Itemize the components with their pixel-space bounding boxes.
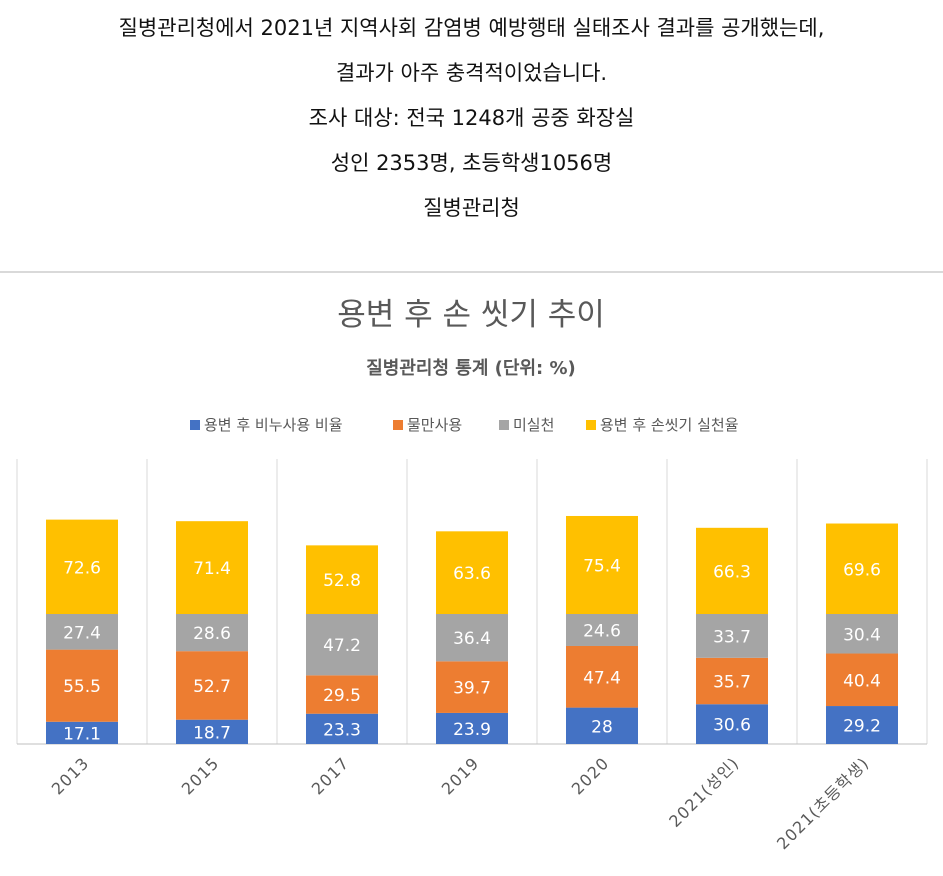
bar-segment xyxy=(696,614,768,658)
data-label: 47.4 xyxy=(583,668,621,688)
legend-label-0: 용변 후 비누사용 비율 xyxy=(204,416,343,434)
bar-segment xyxy=(566,614,638,646)
data-label: 69.6 xyxy=(843,560,881,580)
data-label: 23.9 xyxy=(453,720,491,740)
bar-segment xyxy=(696,527,768,614)
bar-segment xyxy=(306,545,378,614)
bar-segment xyxy=(176,521,248,614)
bar-segment xyxy=(696,704,768,744)
x-tick-label: 2021(성인) xyxy=(665,753,743,831)
stacked-bar-chart: 용변 후 손 씻기 추이 질병관리청 통계 (단위: %) 용변 후 비누사용 … xyxy=(16,297,928,853)
data-label: 33.7 xyxy=(713,627,751,647)
data-label: 18.7 xyxy=(193,723,231,743)
data-label: 71.4 xyxy=(193,559,231,579)
bar-segment xyxy=(696,657,768,705)
data-label: 28.6 xyxy=(193,624,231,644)
bar-segment xyxy=(566,645,638,708)
intro-text: 질병관리청에서 2021년 지역사회 감염병 예방행태 실태조사 결과를 공개했… xyxy=(0,0,943,231)
data-label: 63.6 xyxy=(453,564,491,584)
data-label: 36.4 xyxy=(453,629,491,649)
data-label: 40.4 xyxy=(843,671,881,691)
legend-swatch-2 xyxy=(499,420,509,430)
bar-segment xyxy=(436,531,508,614)
data-label: 30.6 xyxy=(713,716,751,736)
legend-swatch-3 xyxy=(586,420,596,430)
bar-segment xyxy=(826,706,898,744)
bar-segment xyxy=(306,675,378,714)
data-label: 29.2 xyxy=(843,717,881,737)
bar-segment xyxy=(566,707,638,744)
chart-bars xyxy=(46,515,898,744)
data-label: 39.7 xyxy=(453,679,491,699)
bar-segment xyxy=(46,519,118,614)
data-label: 29.5 xyxy=(323,686,361,706)
legend-label-3: 용변 후 손씻기 실천율 xyxy=(600,416,739,434)
chart-subtitle: 질병관리청 통계 (단위: %) xyxy=(366,358,576,379)
data-label: 75.4 xyxy=(583,556,621,576)
x-tick-label: 2019 xyxy=(438,753,483,798)
data-label: 23.3 xyxy=(323,720,361,740)
bar-segment xyxy=(826,614,898,654)
legend-swatch-1 xyxy=(393,420,403,430)
legend-label-2: 미실천 xyxy=(513,416,554,434)
chart-title: 용변 후 손 씻기 추이 xyxy=(337,297,605,333)
bar-segment xyxy=(436,614,508,662)
x-tick-label: 2013 xyxy=(48,753,93,798)
bar-segment xyxy=(46,649,118,722)
section-divider xyxy=(0,271,943,273)
data-label: 17.1 xyxy=(63,724,101,744)
data-label: 52.7 xyxy=(193,677,231,697)
legend-label-1: 물만사용 xyxy=(407,416,462,434)
bar-segment xyxy=(436,661,508,713)
legend-swatch-0 xyxy=(190,420,200,430)
bar-segment xyxy=(306,713,378,744)
chart-x-axis: 2013 2015 2017 2019 2020 2021(성인) 2021(초등학생) xyxy=(48,753,873,853)
bar-segment xyxy=(176,719,248,744)
data-label: 30.4 xyxy=(843,625,881,645)
data-label: 55.5 xyxy=(63,677,101,697)
x-tick-label: 2017 xyxy=(308,753,353,798)
bar-segment xyxy=(306,614,378,676)
bar-segment xyxy=(826,523,898,614)
data-label: 52.8 xyxy=(323,571,361,591)
bar-segment xyxy=(176,651,248,720)
bar-segment xyxy=(46,614,118,650)
x-tick-label: 2020 xyxy=(568,753,613,798)
x-tick-label: 2021(초등학생) xyxy=(773,753,873,853)
data-label: 72.6 xyxy=(63,558,101,578)
data-label: 27.4 xyxy=(63,623,101,643)
x-tick-label: 2015 xyxy=(178,753,223,798)
bar-segment xyxy=(176,614,248,652)
data-label: 47.2 xyxy=(323,636,361,656)
chart-legend: 용변 후 비누사용 비율 물만사용 미실천 용변 후 손씻기 실천율 xyxy=(190,416,739,434)
data-label: 28 xyxy=(591,717,613,737)
data-label: 24.6 xyxy=(583,621,621,641)
chart-value-labels: 17.1 55.5 27.4 72.6 18.7 52.7 28.6 71.4 23.3 29.5… xyxy=(63,556,881,744)
bar-segment xyxy=(46,721,118,744)
intro-line-1: 질병관리청에서 2021년 지역사회 감염병 예방행태 실태조사 결과를 공개했… xyxy=(118,16,825,40)
data-label: 66.3 xyxy=(713,562,751,582)
intro-line-3: 조사 대상: 전국 1248개 공중 화장실 xyxy=(308,106,635,130)
intro-line-2: 결과가 아주 충격적이었습니다. xyxy=(335,61,608,85)
bar-segment xyxy=(436,712,508,744)
intro-line-4: 성인 2353명, 초등학생1056명 xyxy=(330,151,613,175)
data-label: 35.7 xyxy=(713,673,751,693)
bar-segment xyxy=(566,515,638,614)
intro-line-5: 질병관리청 xyxy=(423,196,520,220)
bar-segment xyxy=(826,653,898,707)
